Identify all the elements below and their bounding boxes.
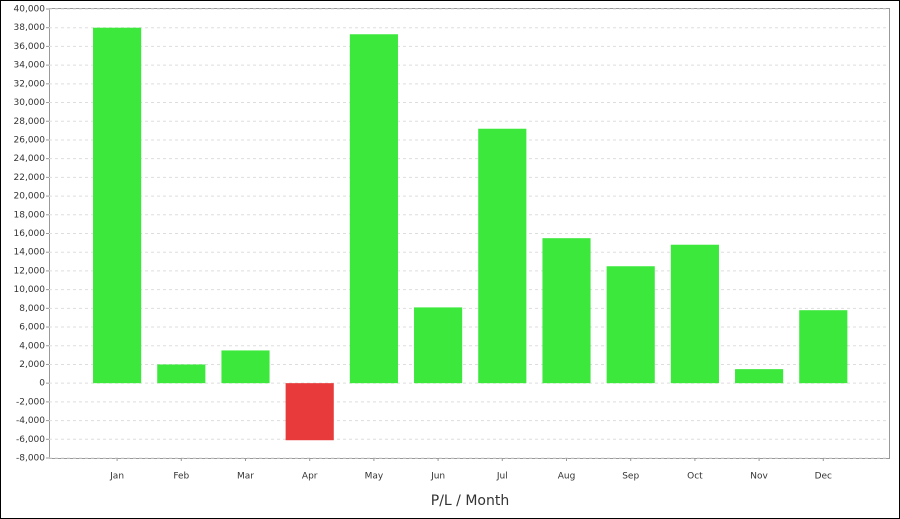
- x-tick-label: Aug: [558, 472, 576, 482]
- bar: [157, 364, 206, 384]
- bar: [349, 34, 398, 384]
- y-tick-label: 2,000: [19, 360, 45, 370]
- bar: [285, 383, 334, 441]
- y-tick-label: 20,000: [14, 192, 46, 202]
- bar: [735, 369, 784, 384]
- y-tick-label: 28,000: [14, 117, 46, 127]
- bar: [606, 266, 655, 384]
- y-tick-label: 32,000: [14, 79, 46, 89]
- y-tick-label: 18,000: [14, 210, 46, 220]
- bar: [670, 244, 719, 384]
- y-tick-label: -4,000: [16, 416, 45, 426]
- y-tick-label: -2,000: [16, 397, 45, 407]
- y-tick-label: -8,000: [16, 454, 45, 464]
- y-tick-label: 0: [39, 379, 45, 389]
- y-tick-label: 34,000: [14, 61, 46, 71]
- y-tick-label: 12,000: [14, 266, 46, 276]
- y-tick-label: 36,000: [14, 42, 46, 52]
- y-tick-label: 38,000: [14, 23, 46, 33]
- x-tick-label: May: [365, 472, 384, 482]
- x-tick-label: Apr: [302, 472, 318, 482]
- y-tick-label: 10,000: [14, 285, 46, 295]
- y-tick-label: -6,000: [16, 435, 45, 445]
- x-tick-label: Jun: [430, 472, 445, 482]
- bar: [542, 238, 591, 384]
- y-tick-label: 8,000: [19, 304, 45, 314]
- bar: [478, 128, 527, 384]
- x-tick-label: Jan: [109, 472, 124, 482]
- x-tick-label: Sep: [622, 472, 639, 482]
- bar: [93, 27, 142, 384]
- y-tick-label: 24,000: [14, 154, 46, 164]
- y-tick-label: 40,000: [14, 5, 46, 15]
- y-tick-label: 4,000: [19, 341, 45, 351]
- y-tick-label: 22,000: [14, 173, 46, 183]
- y-tick-label: 26,000: [14, 135, 46, 145]
- y-tick-label: 6,000: [19, 323, 45, 333]
- x-axis-label: P/L / Month: [431, 493, 509, 509]
- x-tick-label: Jul: [496, 472, 508, 482]
- x-tick-label: Nov: [750, 472, 768, 482]
- bar: [799, 310, 848, 384]
- y-tick-label: 16,000: [14, 229, 46, 239]
- bar: [414, 307, 463, 384]
- bar: [221, 350, 270, 384]
- x-tick-label: Dec: [815, 472, 832, 482]
- x-tick-label: Mar: [237, 472, 254, 482]
- x-tick-label: Feb: [173, 472, 189, 482]
- y-tick-label: 30,000: [14, 98, 46, 108]
- y-tick-label: 14,000: [14, 248, 46, 258]
- x-tick-label: Oct: [687, 472, 703, 482]
